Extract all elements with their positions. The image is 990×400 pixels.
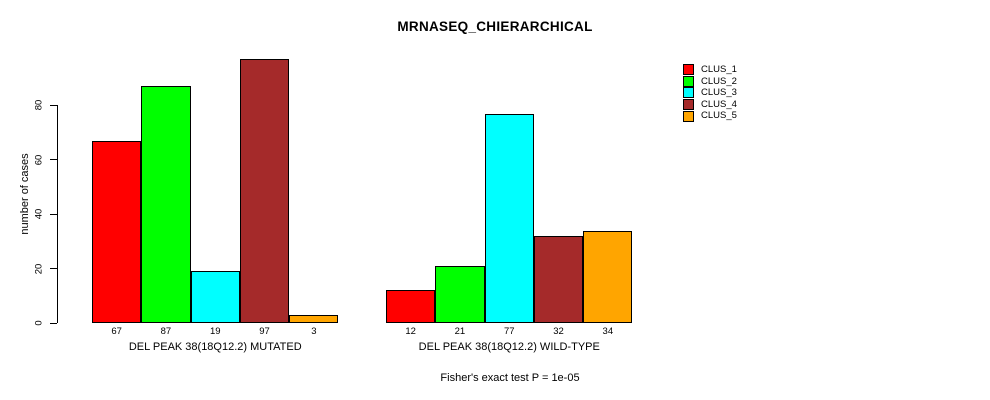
bar-clus_1-group1 [92,140,142,323]
legend-item-clus_4: CLUS_4 [683,99,737,111]
y-tick-label: 40 [33,208,45,220]
y-tick-label: 60 [33,154,45,166]
legend-label: CLUS_4 [701,98,737,110]
y-tick-label: 80 [33,100,45,111]
legend-item-clus_2: CLUS_2 [683,76,737,88]
y-tick-label: 20 [33,263,45,274]
y-tick-mark [50,322,57,324]
bar-value-label: 12 [405,326,416,337]
bar-clus_1-group2 [386,290,436,323]
legend-swatch-icon [683,64,694,76]
y-tick-label: 0 [33,320,45,326]
y-axis-label: number of cases [19,153,31,235]
bar-value-label: 3 [311,326,317,337]
legend-label: CLUS_3 [701,87,737,99]
y-tick-mark [50,268,57,270]
bar-clus_3-group2 [484,113,534,323]
legend: CLUS_1 CLUS_2 CLUS_3 CLUS_4 CLUS_5 [683,64,737,122]
legend-label: CLUS_1 [701,64,737,75]
y-tick-mark [50,159,57,161]
group-label-1: DEL PEAK 38(18Q12.2) MUTATED [128,341,302,353]
y-axis-line [57,105,58,323]
chart-title: MRNASEQ_CHIERARCHICAL [397,19,593,34]
legend-swatch-icon [683,75,694,87]
legend-label: CLUS_5 [701,110,737,122]
legend-item-clus_5: CLUS_5 [683,110,737,122]
bar-clus_4-group2 [533,235,584,323]
bar-clus_2-group2 [435,265,485,323]
bar-clus_3-group1 [190,271,240,323]
legend-swatch-icon [683,110,694,122]
bar-value-label: 34 [602,326,614,337]
bar-value-label: 19 [209,326,221,337]
bar-value-label: 21 [454,326,466,337]
bar-clus_5-group1 [289,314,339,323]
bar-value-label: 32 [553,326,564,337]
legend-label: CLUS_2 [701,75,737,87]
bar-clus_2-group1 [141,86,191,323]
bar-value-label: 87 [160,326,172,337]
legend-item-clus_1: CLUS_1 [683,64,737,76]
bar-value-label: 77 [503,326,515,337]
bar-value-label: 97 [259,326,270,337]
y-tick-mark [50,104,57,106]
fisher-test-annotation: Fisher's exact test P = 1e-05 [440,372,580,384]
group-label-2: DEL PEAK 38(18Q12.2) WILD-TYPE [418,341,600,353]
bar-clus_4-group1 [239,59,290,323]
y-tick-mark [50,213,57,215]
bar-value-label: 67 [111,326,122,337]
bar-clus_5-group2 [583,230,633,323]
legend-swatch-icon [683,99,694,111]
legend-swatch-icon [683,87,694,99]
legend-item-clus_3: CLUS_3 [683,87,737,99]
